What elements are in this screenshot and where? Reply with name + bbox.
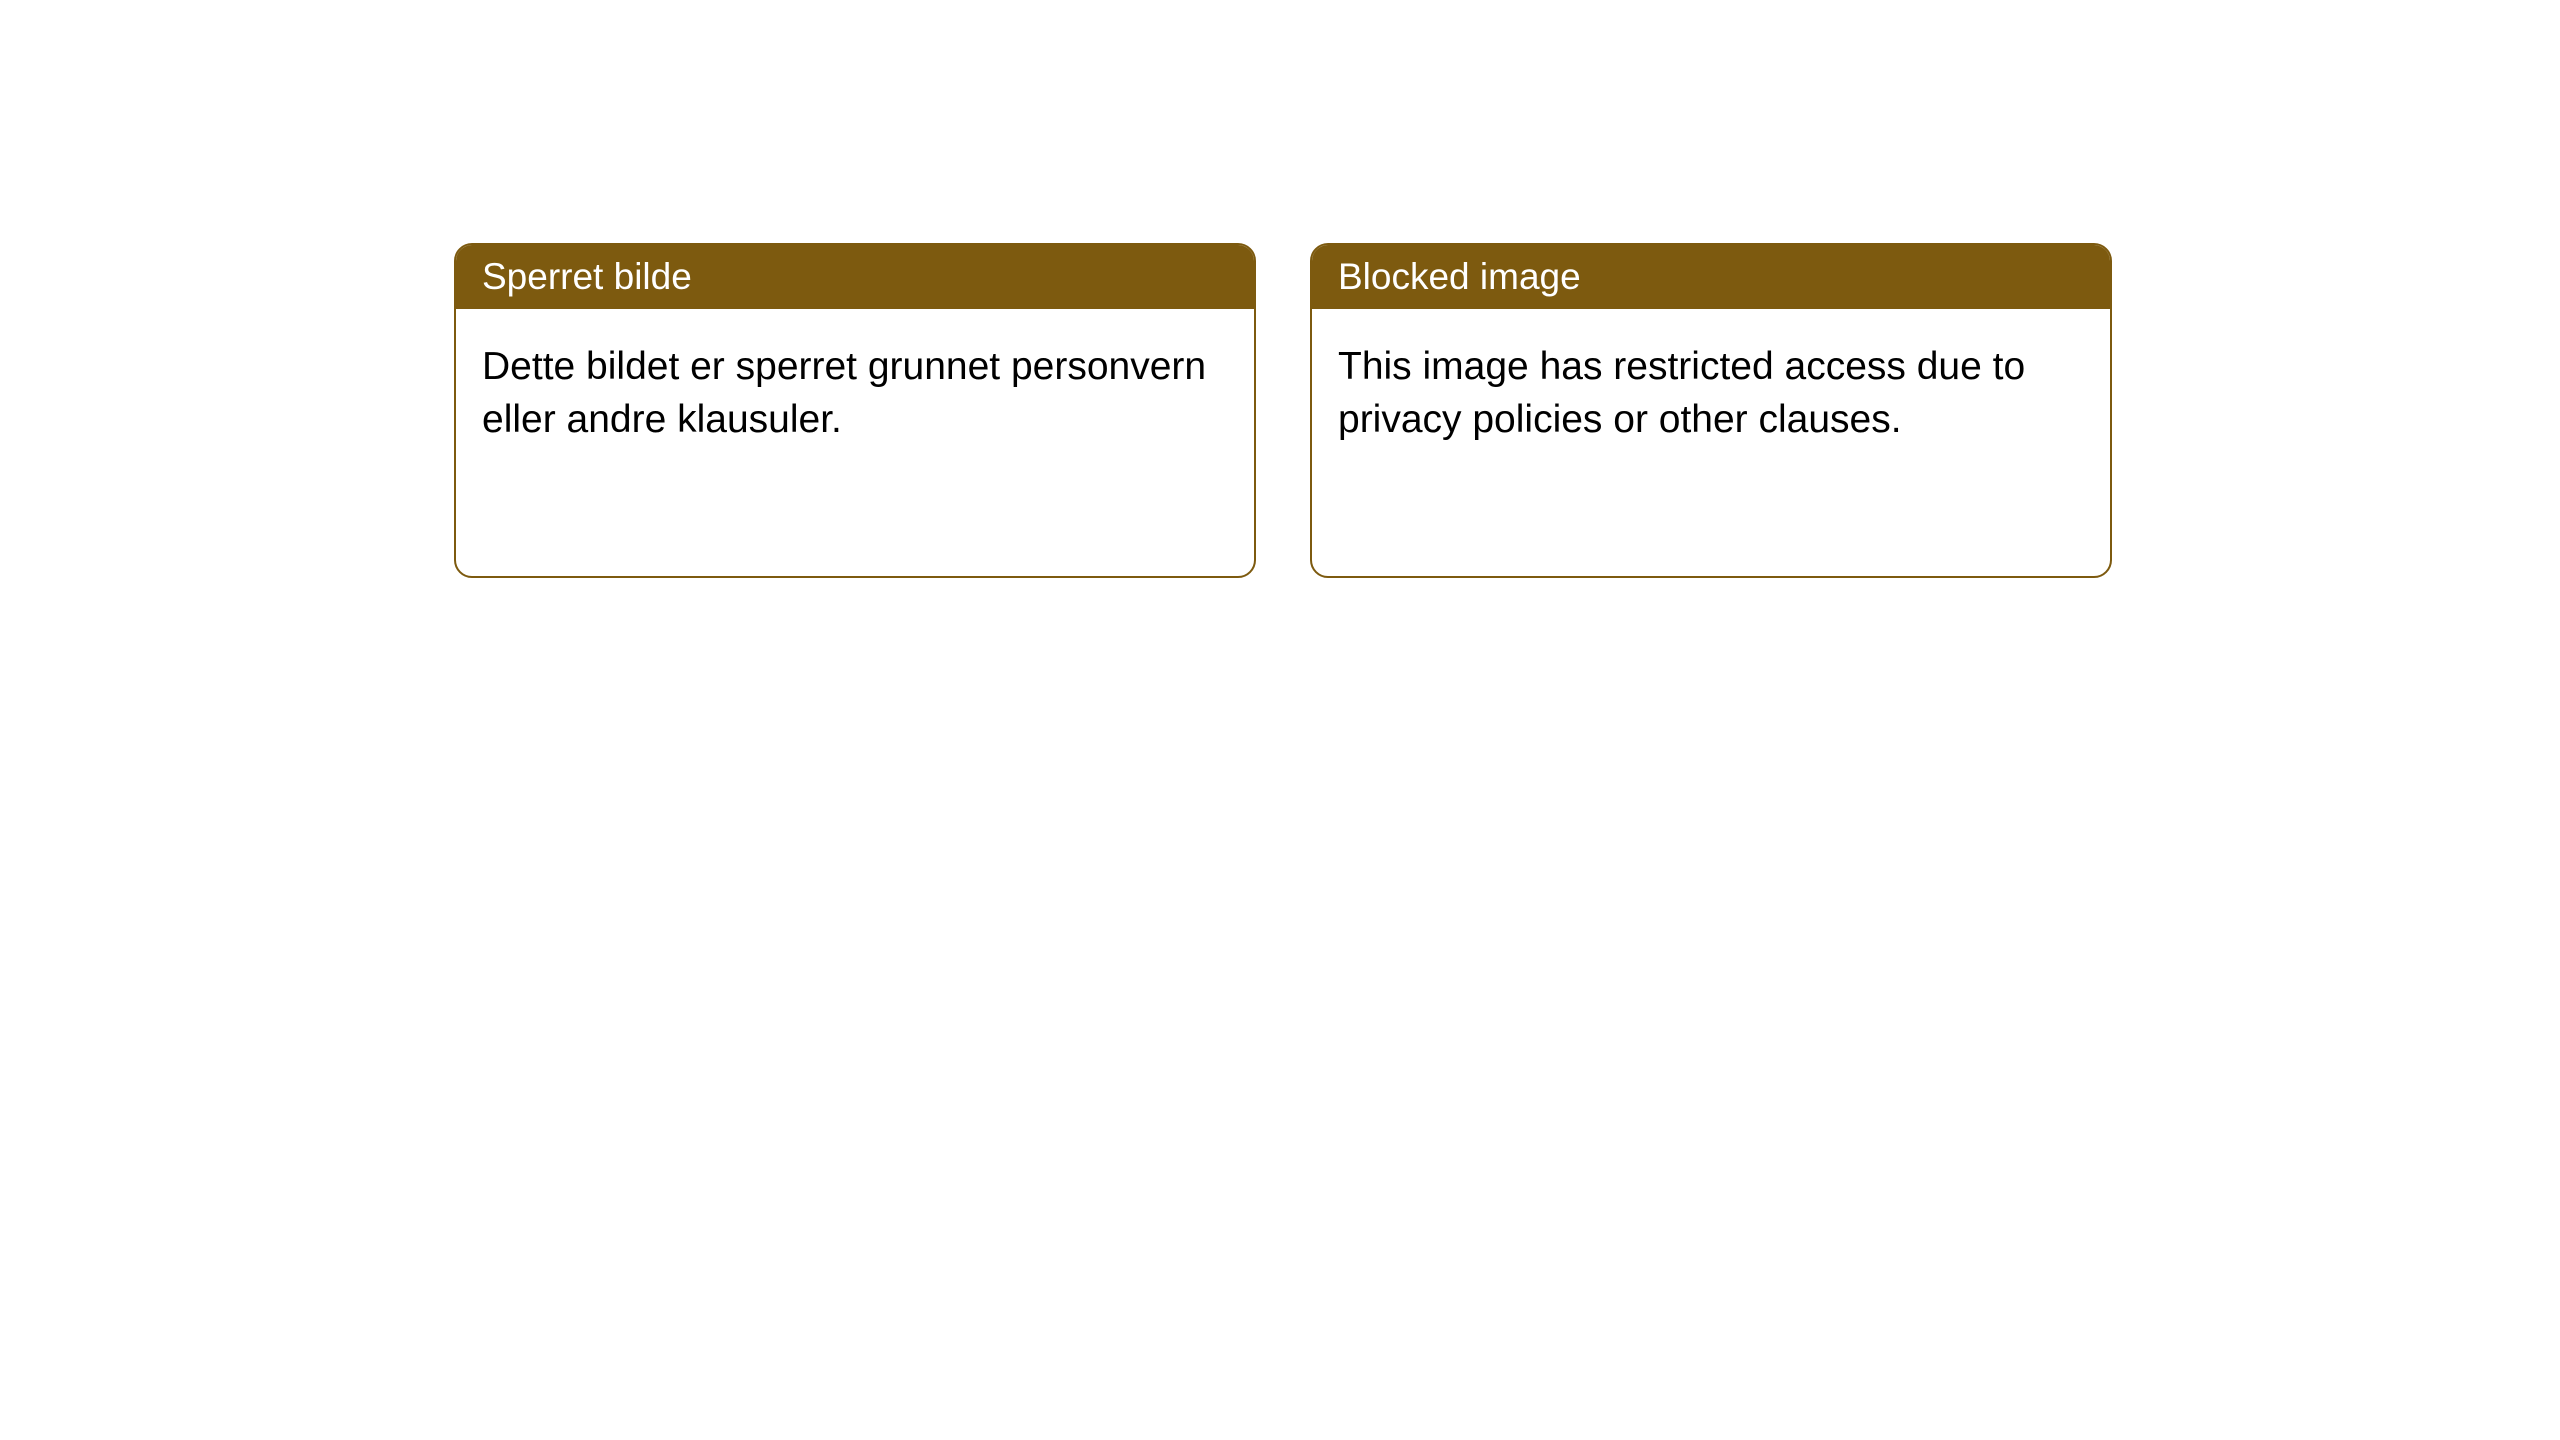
notice-body: Dette bildet er sperret grunnet personve…	[456, 309, 1254, 478]
notice-box-norwegian: Sperret bilde Dette bildet er sperret gr…	[454, 243, 1256, 578]
notice-header: Sperret bilde	[456, 245, 1254, 309]
notice-box-english: Blocked image This image has restricted …	[1310, 243, 2112, 578]
notice-header: Blocked image	[1312, 245, 2110, 309]
notice-body: This image has restricted access due to …	[1312, 309, 2110, 478]
notice-container: Sperret bilde Dette bildet er sperret gr…	[0, 0, 2560, 578]
